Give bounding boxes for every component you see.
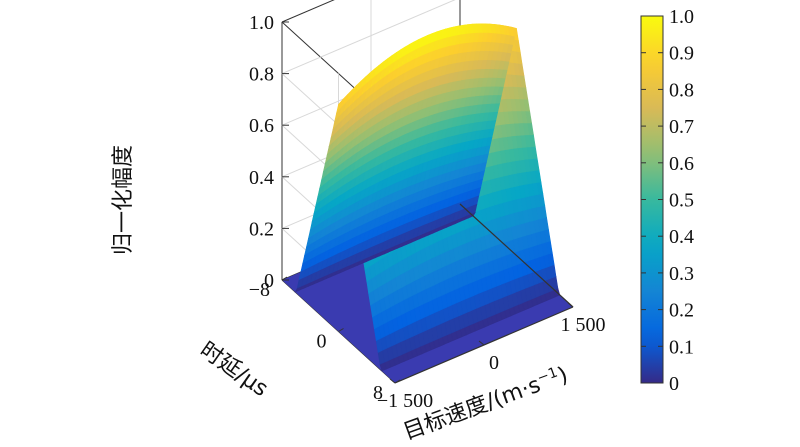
colorbar-tick-label: 0.7: [669, 116, 694, 138]
z-tick-label: 1.0: [249, 12, 274, 34]
y-tick-labels: −1 500 0 1 500: [377, 302, 606, 412]
axis-edge: [459, 203, 574, 308]
z-tick-label: 0.2: [249, 218, 274, 240]
z-tick-label: 0: [264, 270, 274, 292]
colorbar-tick-label: 0.5: [669, 190, 694, 212]
colorbar-tick-label: 0.9: [669, 43, 694, 65]
colorbar-tick-label: 0.2: [669, 300, 694, 322]
colorbar-tick-label: 1.0: [669, 6, 694, 28]
x-tick-label: 0: [317, 331, 327, 353]
colorbar-tick-label: 0.8: [669, 79, 694, 101]
colorbar-tick-label: 0.1: [669, 336, 694, 358]
colorbar-tick-label: 0.6: [669, 153, 694, 175]
axis-edge: [281, 0, 335, 23]
x-tick-mark: [394, 379, 401, 384]
x-tick-labels: −8 0 8: [249, 276, 401, 404]
y-tick-label: 1 500: [561, 314, 606, 336]
z-axis-label: 归一化幅度: [111, 145, 136, 255]
z-tick-label: 0.8: [249, 64, 274, 86]
x-tick-label: 8: [373, 382, 383, 404]
colorbar-ticks: 0 0.1 0.2 0.3 0.4 0.5 0.6 0.7 0.8 0.9 1.0: [641, 6, 694, 395]
colorbar-tick-label: 0.4: [669, 226, 694, 248]
y-tick-mark: [567, 302, 574, 308]
y-tick-label: 0: [489, 352, 499, 374]
x-tick-mark: [281, 276, 288, 281]
surface: [282, 23, 573, 383]
y-tick-mark: [389, 378, 396, 384]
surface-patch: [294, 286, 303, 293]
y-tick-mark: [478, 340, 485, 346]
x-tick-mark: [338, 328, 344, 332]
y-axis-label-sup: −1: [535, 365, 560, 387]
x-tick-label: −8: [249, 279, 270, 301]
colorbar-tick-label: 0.3: [669, 263, 694, 285]
colorbar-tick-label: 0: [669, 373, 679, 395]
z-tick-label: 0.4: [249, 167, 274, 189]
x-axis-label: 时延/μs: [195, 337, 272, 402]
y-tick-label: −1 500: [377, 390, 433, 412]
z-tick-label: 0.6: [249, 115, 274, 137]
z-tick-labels: 0 0.2 0.4 0.6 0.8 1.0: [249, 12, 289, 292]
